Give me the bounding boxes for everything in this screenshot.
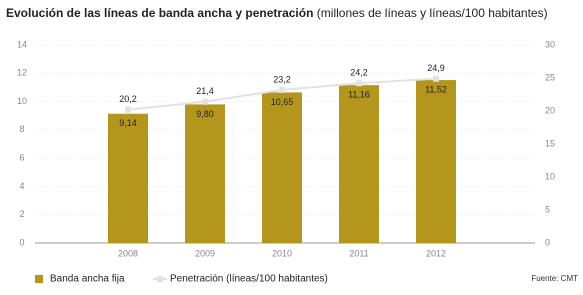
y2-tick-label: 15 [545,138,555,148]
source: Fuente: CMT [531,274,578,283]
bar [108,113,148,243]
line-marker [433,75,439,82]
line-marker [125,106,131,113]
bar-value-label: 10,65 [271,97,294,107]
x-tick-label: 2009 [195,248,215,258]
legend-swatch [35,275,43,283]
x-tick-label: 2008 [118,248,138,258]
y-tick-label: 4 [19,181,24,191]
y-tick-label: 0 [19,237,24,247]
line-value-label: 23,2 [273,74,291,84]
legend-label: Banda ancha fija [50,274,125,285]
y2-tick-label: 0 [545,237,550,247]
legend-label: Penetración (líneas/100 habitantes) [170,274,328,285]
line-value-label: 20,2 [119,94,137,104]
x-tick-label: 2010 [272,248,292,258]
line-marker [202,98,208,105]
y-tick-label: 8 [19,124,24,134]
bar-value-label: 11,16 [348,90,370,100]
bar [339,85,379,243]
y-tick-label: 2 [19,209,24,219]
legend-swatch [157,276,163,282]
y2-tick-label: 25 [545,72,555,82]
bar-value-label: 11,52 [425,84,447,94]
y-tick-label: 12 [17,68,27,78]
bar [185,104,225,244]
y2-tick-label: 30 [545,39,555,49]
x-tick-label: 2012 [426,248,446,258]
x-tick-label: 2011 [349,248,368,258]
y2-tick-label: 10 [545,171,555,181]
bar-value-label: 9,80 [196,109,214,119]
chart-title-group: Evolución de las líneas de banda ancha y… [6,6,548,20]
y-tick-label: 14 [17,39,27,49]
bar [416,80,456,244]
line-value-label: 24,9 [427,63,445,73]
line-value-label: 21,4 [196,86,214,96]
line-marker [356,80,362,87]
bar [262,92,302,243]
y2-tick-label: 5 [545,204,550,214]
chart-title: Evolución de las líneas de banda ancha y… [6,6,313,20]
chart-subtitle: (millones de líneas y líneas/100 habitan… [317,6,548,20]
bar-value-label: 9,14 [119,118,137,128]
line-value-label: 24,2 [350,68,368,78]
y2-tick-label: 20 [545,105,555,115]
line-marker [279,86,285,93]
y-tick-label: 10 [17,96,27,106]
y-tick-label: 6 [19,153,24,163]
